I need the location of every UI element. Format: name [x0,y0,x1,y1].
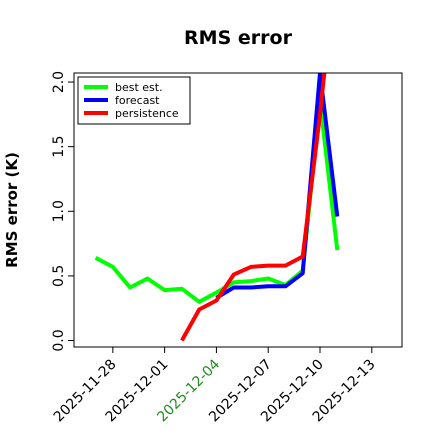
plot-frame [73,72,403,348]
y-axis: 0.0 0.5 1.0 1.5 2.0 [51,71,74,352]
legend-entry: persistence [115,107,179,120]
legend-entry: forecast [115,94,160,107]
y-axis-label: RMS error (K) [3,152,21,268]
legend-entry: best est. [115,81,163,94]
y-tick-label: 2.0 [51,71,67,93]
series-line-forecast [215,73,340,300]
x-axis: 2025-11-282025-12-012025-12-042025-12-07… [51,347,379,425]
y-tick-label: 1.0 [51,200,67,222]
y-tick-label: 0.5 [51,265,67,287]
y-tick-label: 1.5 [51,136,67,158]
chart-title: RMS error [184,27,293,49]
series-layer [94,73,340,342]
y-tick-label: 0.0 [51,329,67,351]
series-line-persistence [180,73,327,342]
